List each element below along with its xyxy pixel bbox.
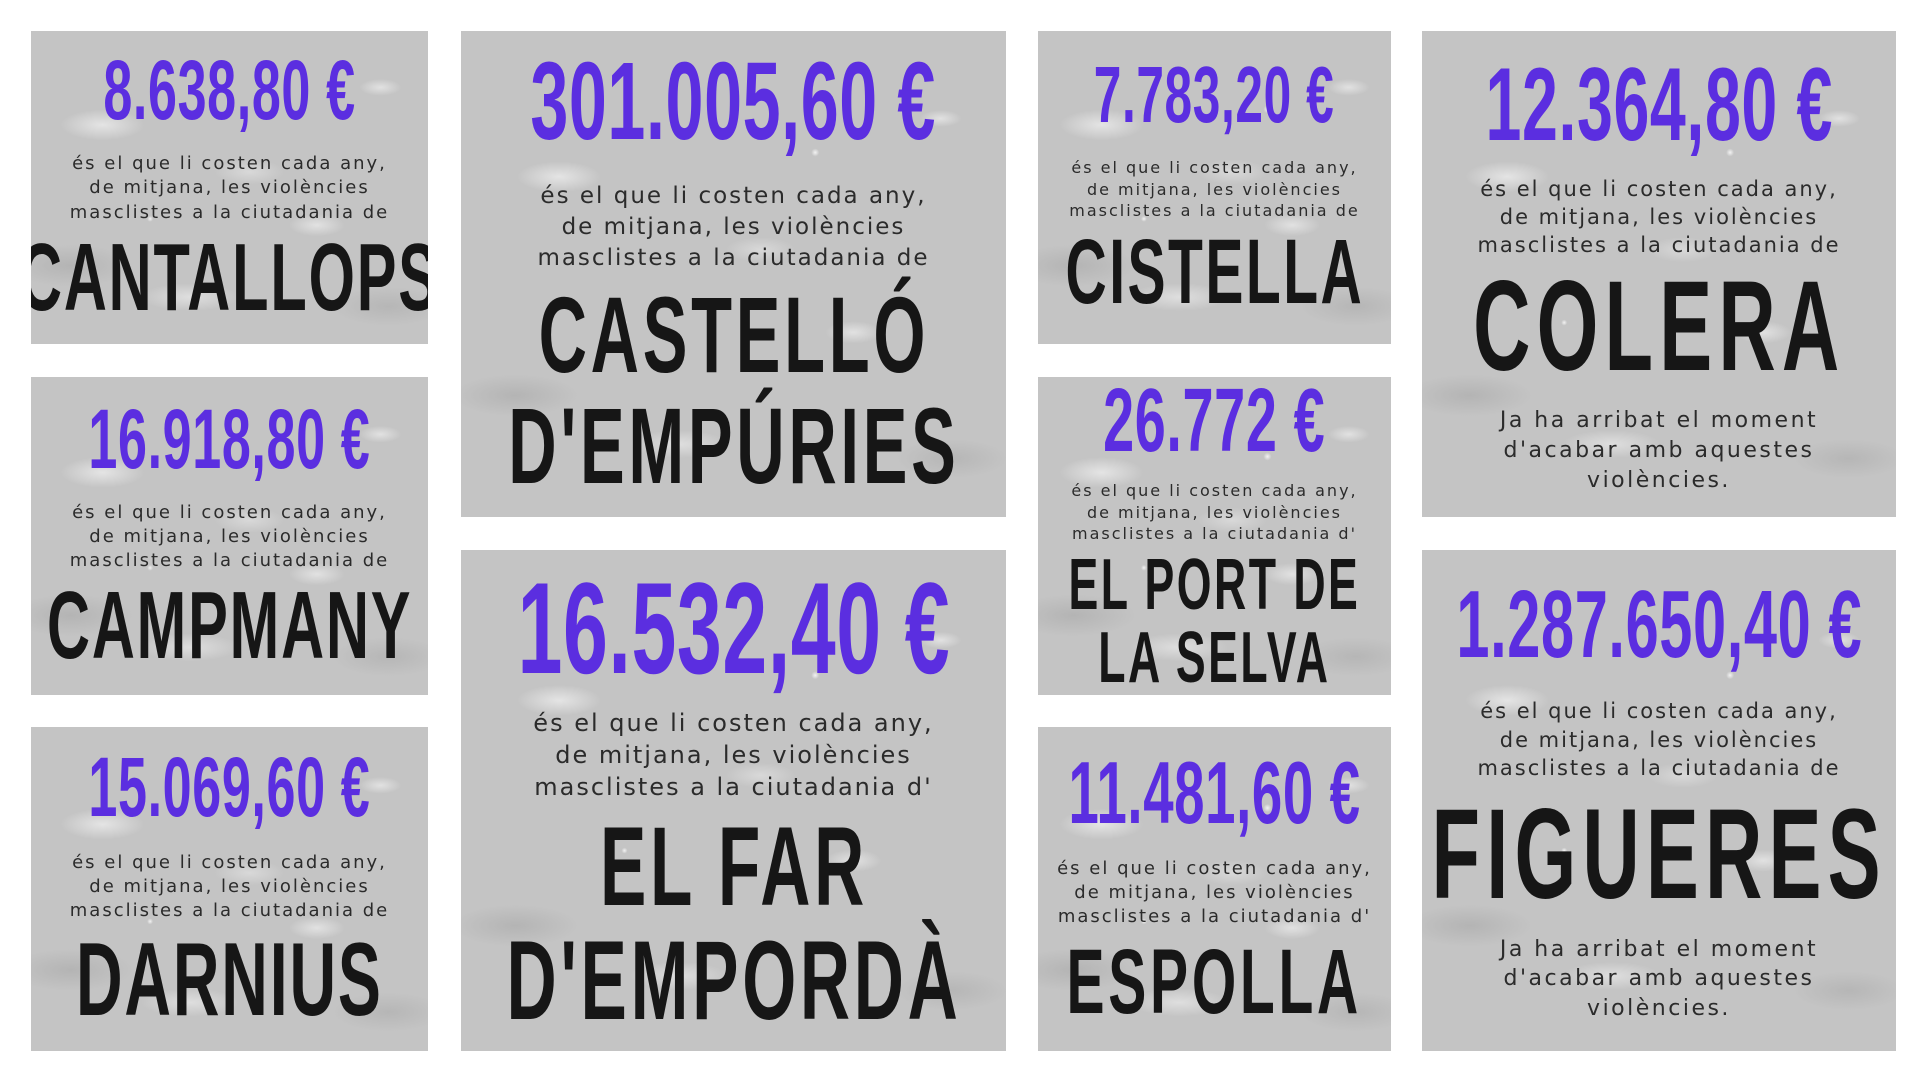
cost-description: és el que li costen cada any, de mitjana…	[533, 708, 934, 802]
call-to-action: Ja ha arribat el moment d'acabar amb aqu…	[1499, 936, 1819, 1022]
card-cantallops: 8.638,80 € és el que li costen cada any,…	[31, 31, 428, 344]
card-figueres: 1.287.650,40 € és el que li costen cada …	[1422, 550, 1896, 1051]
cost-description: és el que li costen cada any, de mitjana…	[69, 153, 390, 223]
cost-description: és el que li costen cada any, de mitjana…	[537, 183, 930, 272]
cost-amount: 15.069,60 €	[88, 739, 371, 834]
town-name: CASTELLÓ D'EMPÚRIES	[507, 274, 960, 506]
cost-description: és el que li costen cada any, de mitjana…	[69, 501, 390, 572]
card-cistella: 7.783,20 € és el que li costen cada any,…	[1038, 31, 1391, 344]
town-name: CAMPMANY	[46, 572, 413, 680]
card-espolla: 11.481,60 € és el que li costen cada any…	[1038, 727, 1391, 1051]
town-name: ESPOLLA	[1066, 930, 1363, 1033]
cost-amount: 8.638,80 €	[103, 43, 356, 138]
cost-description: és el que li costen cada any, de mitjana…	[1477, 176, 1841, 258]
card-el-far-demporda: 16.532,40 € és el que li costen cada any…	[461, 550, 1006, 1051]
town-name: CANTALLOPS	[31, 223, 428, 331]
cost-description: és el que li costen cada any, de mitjana…	[1477, 699, 1841, 780]
cost-description: és el que li costen cada any, de mitjana…	[1069, 158, 1360, 221]
card-colera: 12.364,80 € és el que li costen cada any…	[1422, 31, 1896, 517]
town-name: COLERA	[1472, 254, 1846, 398]
town-name: DARNIUS	[76, 922, 383, 1039]
cost-amount: 301.005,60 €	[530, 40, 937, 164]
cost-amount: 26.772 €	[1103, 377, 1326, 472]
cost-amount: 16.918,80 €	[88, 391, 371, 486]
cost-amount: 7.783,20 €	[1094, 50, 1335, 140]
cost-amount: 11.481,60 €	[1068, 742, 1361, 842]
cost-amount: 1.287.650,40 €	[1456, 571, 1862, 679]
town-name: EL FAR D'EMPORDÀ	[505, 803, 962, 1044]
card-el-port-de-la-selva: 26.772 € és el que li costen cada any, d…	[1038, 377, 1391, 695]
cost-amount: 12.364,80 €	[1485, 46, 1833, 163]
town-name: EL PORT DE LA SELVA	[1068, 544, 1361, 695]
card-darnius: 15.069,60 € és el que li costen cada any…	[31, 727, 428, 1051]
town-name: FIGUERES	[1431, 783, 1887, 927]
cost-description: és el que li costen cada any, de mitjana…	[69, 851, 390, 922]
town-name: CISTELLA	[1065, 220, 1364, 323]
cost-amount: 16.532,40 €	[517, 554, 950, 701]
card-campmany: 16.918,80 € és el que li costen cada any…	[31, 377, 428, 695]
call-to-action: Ja ha arribat el moment d'acabar amb aqu…	[1499, 408, 1819, 493]
cost-description: és el que li costen cada any, de mitjana…	[1071, 481, 1358, 544]
cost-description: és el que li costen cada any, de mitjana…	[1057, 857, 1372, 928]
card-castello-dempuries: 301.005,60 € és el que li costen cada an…	[461, 31, 1006, 517]
